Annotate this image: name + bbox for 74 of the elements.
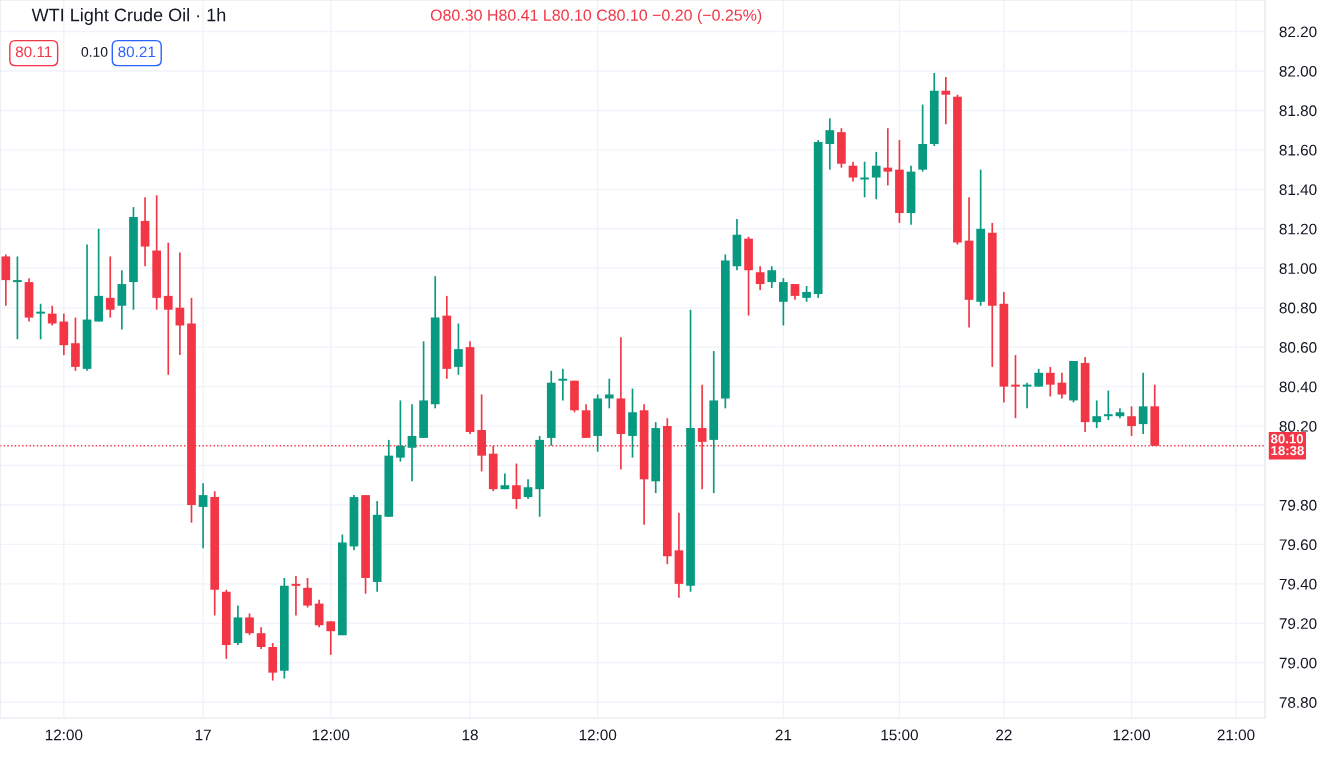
annotation: 80.21 — [118, 46, 156, 58]
y-tick-label: 79.40 — [1279, 578, 1317, 590]
y-tick-label: 81.20 — [1279, 223, 1317, 235]
candlestick — [36, 302, 45, 341]
candlestick — [1045, 366, 1055, 398]
candlestick — [755, 265, 765, 291]
candlestick — [941, 76, 951, 126]
candlestick — [303, 577, 312, 609]
y-tick-label: 81.80 — [1279, 105, 1317, 117]
candlestick — [512, 462, 521, 510]
candlestick — [1057, 371, 1067, 400]
candlestick — [871, 151, 881, 201]
y-tick-label: 80.40 — [1279, 381, 1317, 393]
y-tick-label: 79.20 — [1279, 618, 1317, 630]
x-tick-label: 18 — [462, 729, 478, 741]
x-tick-label: 17 — [195, 729, 211, 741]
candlestick — [198, 482, 208, 550]
candlestick — [314, 598, 324, 629]
candlestick — [1, 253, 11, 307]
candlestick — [1011, 354, 1020, 420]
candlestick — [163, 241, 173, 376]
candlestick — [59, 312, 69, 356]
candlestick — [291, 575, 301, 617]
candlestick — [396, 399, 405, 463]
candlestick — [779, 277, 788, 327]
ref-line-label: 80.10 18:38 — [1270, 434, 1304, 456]
annotation: 0.10 — [81, 47, 108, 57]
candlestick — [1022, 381, 1032, 410]
chart-title: WTI Light Crude Oil · 1h — [31, 8, 226, 25]
y-tick-label: 80.20 — [1279, 420, 1317, 432]
y-tick-label: 81.00 — [1279, 263, 1317, 274]
candlestick — [117, 269, 127, 331]
y-tick-label: 78.80 — [1279, 697, 1317, 708]
candlestick — [407, 403, 417, 483]
candlestick — [523, 478, 533, 500]
y-tick-label: 79.60 — [1279, 539, 1317, 551]
y-tick-label: 81.60 — [1279, 144, 1317, 156]
candlestick — [256, 626, 266, 650]
x-tick-label: 12:00 — [312, 729, 350, 741]
candlestick — [1092, 399, 1102, 429]
candlestick — [245, 612, 254, 636]
candlestick — [47, 304, 57, 327]
y-tick-label: 80.80 — [1279, 302, 1317, 314]
x-tick-label: 21 — [775, 729, 792, 741]
x-tick-label: 12:00 — [579, 729, 617, 741]
candlestick — [628, 387, 637, 459]
x-tick-label: 12:00 — [1113, 729, 1151, 741]
annotation: 80.11 — [15, 46, 52, 58]
candlestick — [1127, 405, 1136, 437]
x-tick-label: 22 — [996, 729, 1012, 741]
candlestick — [105, 255, 115, 319]
candlestick — [326, 620, 336, 656]
candlestick — [1103, 389, 1113, 421]
y-tick-label: 82.20 — [1279, 26, 1317, 38]
candlestick — [883, 127, 893, 187]
y-tick-label: 82.00 — [1279, 65, 1317, 77]
y-tick-label: 81.40 — [1279, 184, 1317, 196]
candlestick — [860, 160, 869, 199]
x-tick-label: 21:00 — [1217, 729, 1255, 741]
candlestick — [848, 160, 858, 183]
x-tick-label: 15:00 — [881, 729, 918, 741]
annotation: O80.30 H80.41 L80.10 C80.10 −0.20 (−0.25%) — [430, 9, 762, 24]
y-tick-label: 79.80 — [1279, 499, 1317, 511]
y-tick-label: 80.60 — [1279, 342, 1317, 353]
x-tick-label: 12:00 — [45, 729, 83, 741]
candlestick — [13, 255, 22, 341]
candlestick — [558, 368, 568, 402]
candlestick — [500, 472, 510, 491]
candlestick — [767, 265, 777, 289]
candlestick — [454, 322, 463, 376]
candlestick — [71, 316, 80, 372]
candlestick — [1138, 371, 1148, 435]
candlestick — [825, 117, 835, 171]
y-tick-label: 79.00 — [1279, 657, 1317, 669]
